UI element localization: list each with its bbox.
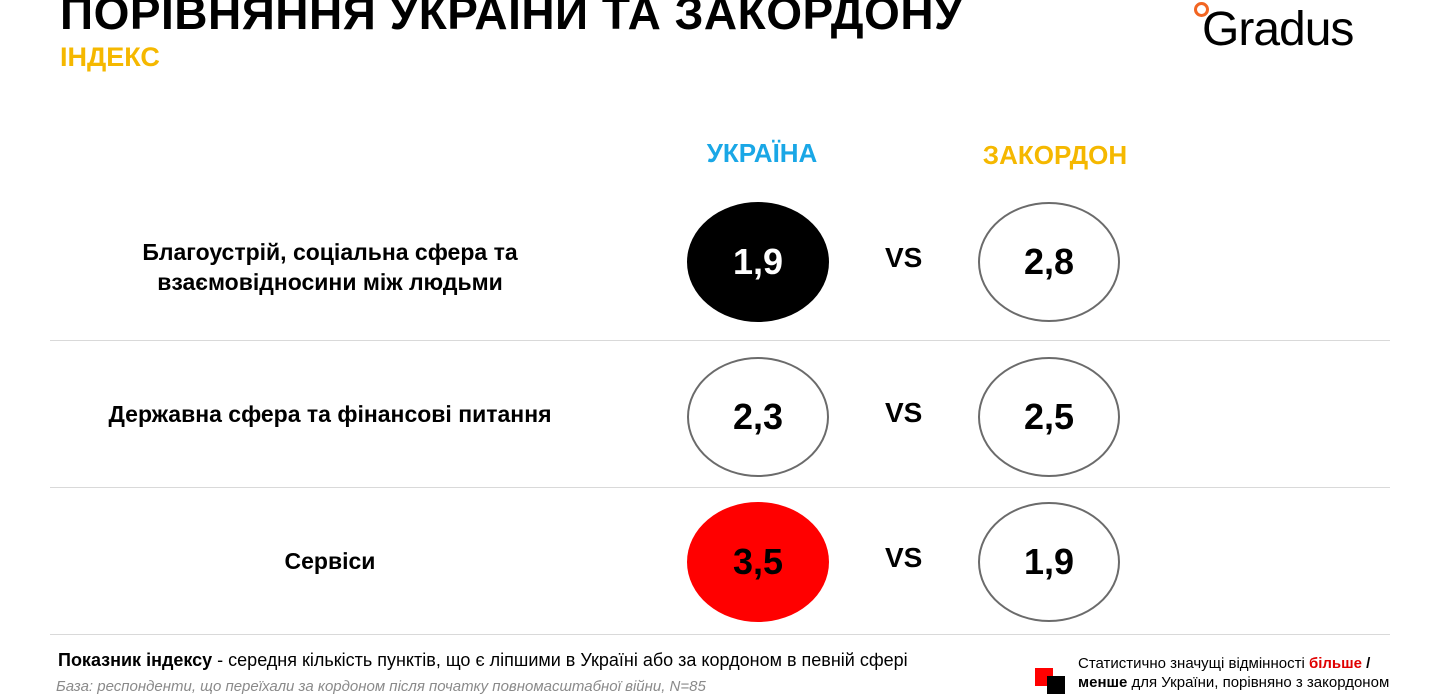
logo-dot-icon xyxy=(1194,2,1209,17)
legend-text: для України, порівняно з закордоном xyxy=(1127,674,1390,691)
row-label: Державна сфера та фінансові питання xyxy=(50,344,610,484)
row-divider xyxy=(50,340,1390,341)
comparison-row: Державна сфера та фінансові питання 2,3 … xyxy=(50,352,1390,492)
column-header-abroad: ЗАКОРДОН xyxy=(982,140,1128,170)
index-note: Показник індексу - середня кількість пун… xyxy=(58,650,908,671)
ukraine-value-circle: 2,3 xyxy=(687,357,829,477)
row-divider xyxy=(50,487,1390,488)
abroad-value-circle: 1,9 xyxy=(978,502,1120,622)
row-label-line: Сервіси xyxy=(284,548,376,574)
page-title: ПОРІВНЯННЯ УКРАЇНИ ТА ЗАКОРДОНУ xyxy=(60,0,964,39)
ukraine-value-circle: 1,9 xyxy=(687,202,829,322)
vs-label: VS xyxy=(885,397,923,428)
abroad-value-circle: 2,8 xyxy=(978,202,1120,322)
row-divider xyxy=(50,634,1390,635)
vs-label: VS xyxy=(885,242,923,273)
significance-legend-icon xyxy=(1035,668,1067,696)
row-label-line: Благоустрій, соціальна сфера та xyxy=(142,239,518,265)
index-note-text: - середня кількість пунктів, що є ліпшим… xyxy=(212,650,908,670)
legend-black-square-icon xyxy=(1047,676,1065,694)
significance-legend: Статистично значущі відмінності більше /… xyxy=(1078,654,1398,692)
row-label-line: Державна сфера та фінансові питання xyxy=(108,401,552,427)
gradus-logo: Gradus xyxy=(1190,0,1390,60)
legend-less: менше xyxy=(1078,674,1128,691)
row-label: Благоустрій, соціальна сфера та взаємові… xyxy=(50,197,610,337)
legend-text: Статистично значущі відмінності xyxy=(1078,655,1309,672)
logo-text: Gradus xyxy=(1202,3,1354,56)
page-subtitle: ІНДЕКС xyxy=(60,42,160,72)
row-label-line: взаємовідносини між людьми xyxy=(157,269,503,295)
comparison-row: Сервіси 3,5 VS 1,9 xyxy=(50,497,1390,637)
ukraine-value-circle: 3,5 xyxy=(687,502,829,622)
column-header-ukraine: УКРАЇНА xyxy=(706,138,818,168)
index-note-term: Показник індексу xyxy=(58,650,213,670)
legend-separator: / xyxy=(1362,655,1371,672)
abroad-value-circle: 2,5 xyxy=(978,357,1120,477)
row-label: Сервіси xyxy=(50,491,610,631)
base-note: База: респонденти, що переїхали за кордо… xyxy=(56,678,706,695)
vs-label: VS xyxy=(885,542,923,573)
legend-more: більше xyxy=(1308,655,1362,672)
comparison-row: Благоустрій, соціальна сфера та взаємові… xyxy=(50,197,1390,337)
